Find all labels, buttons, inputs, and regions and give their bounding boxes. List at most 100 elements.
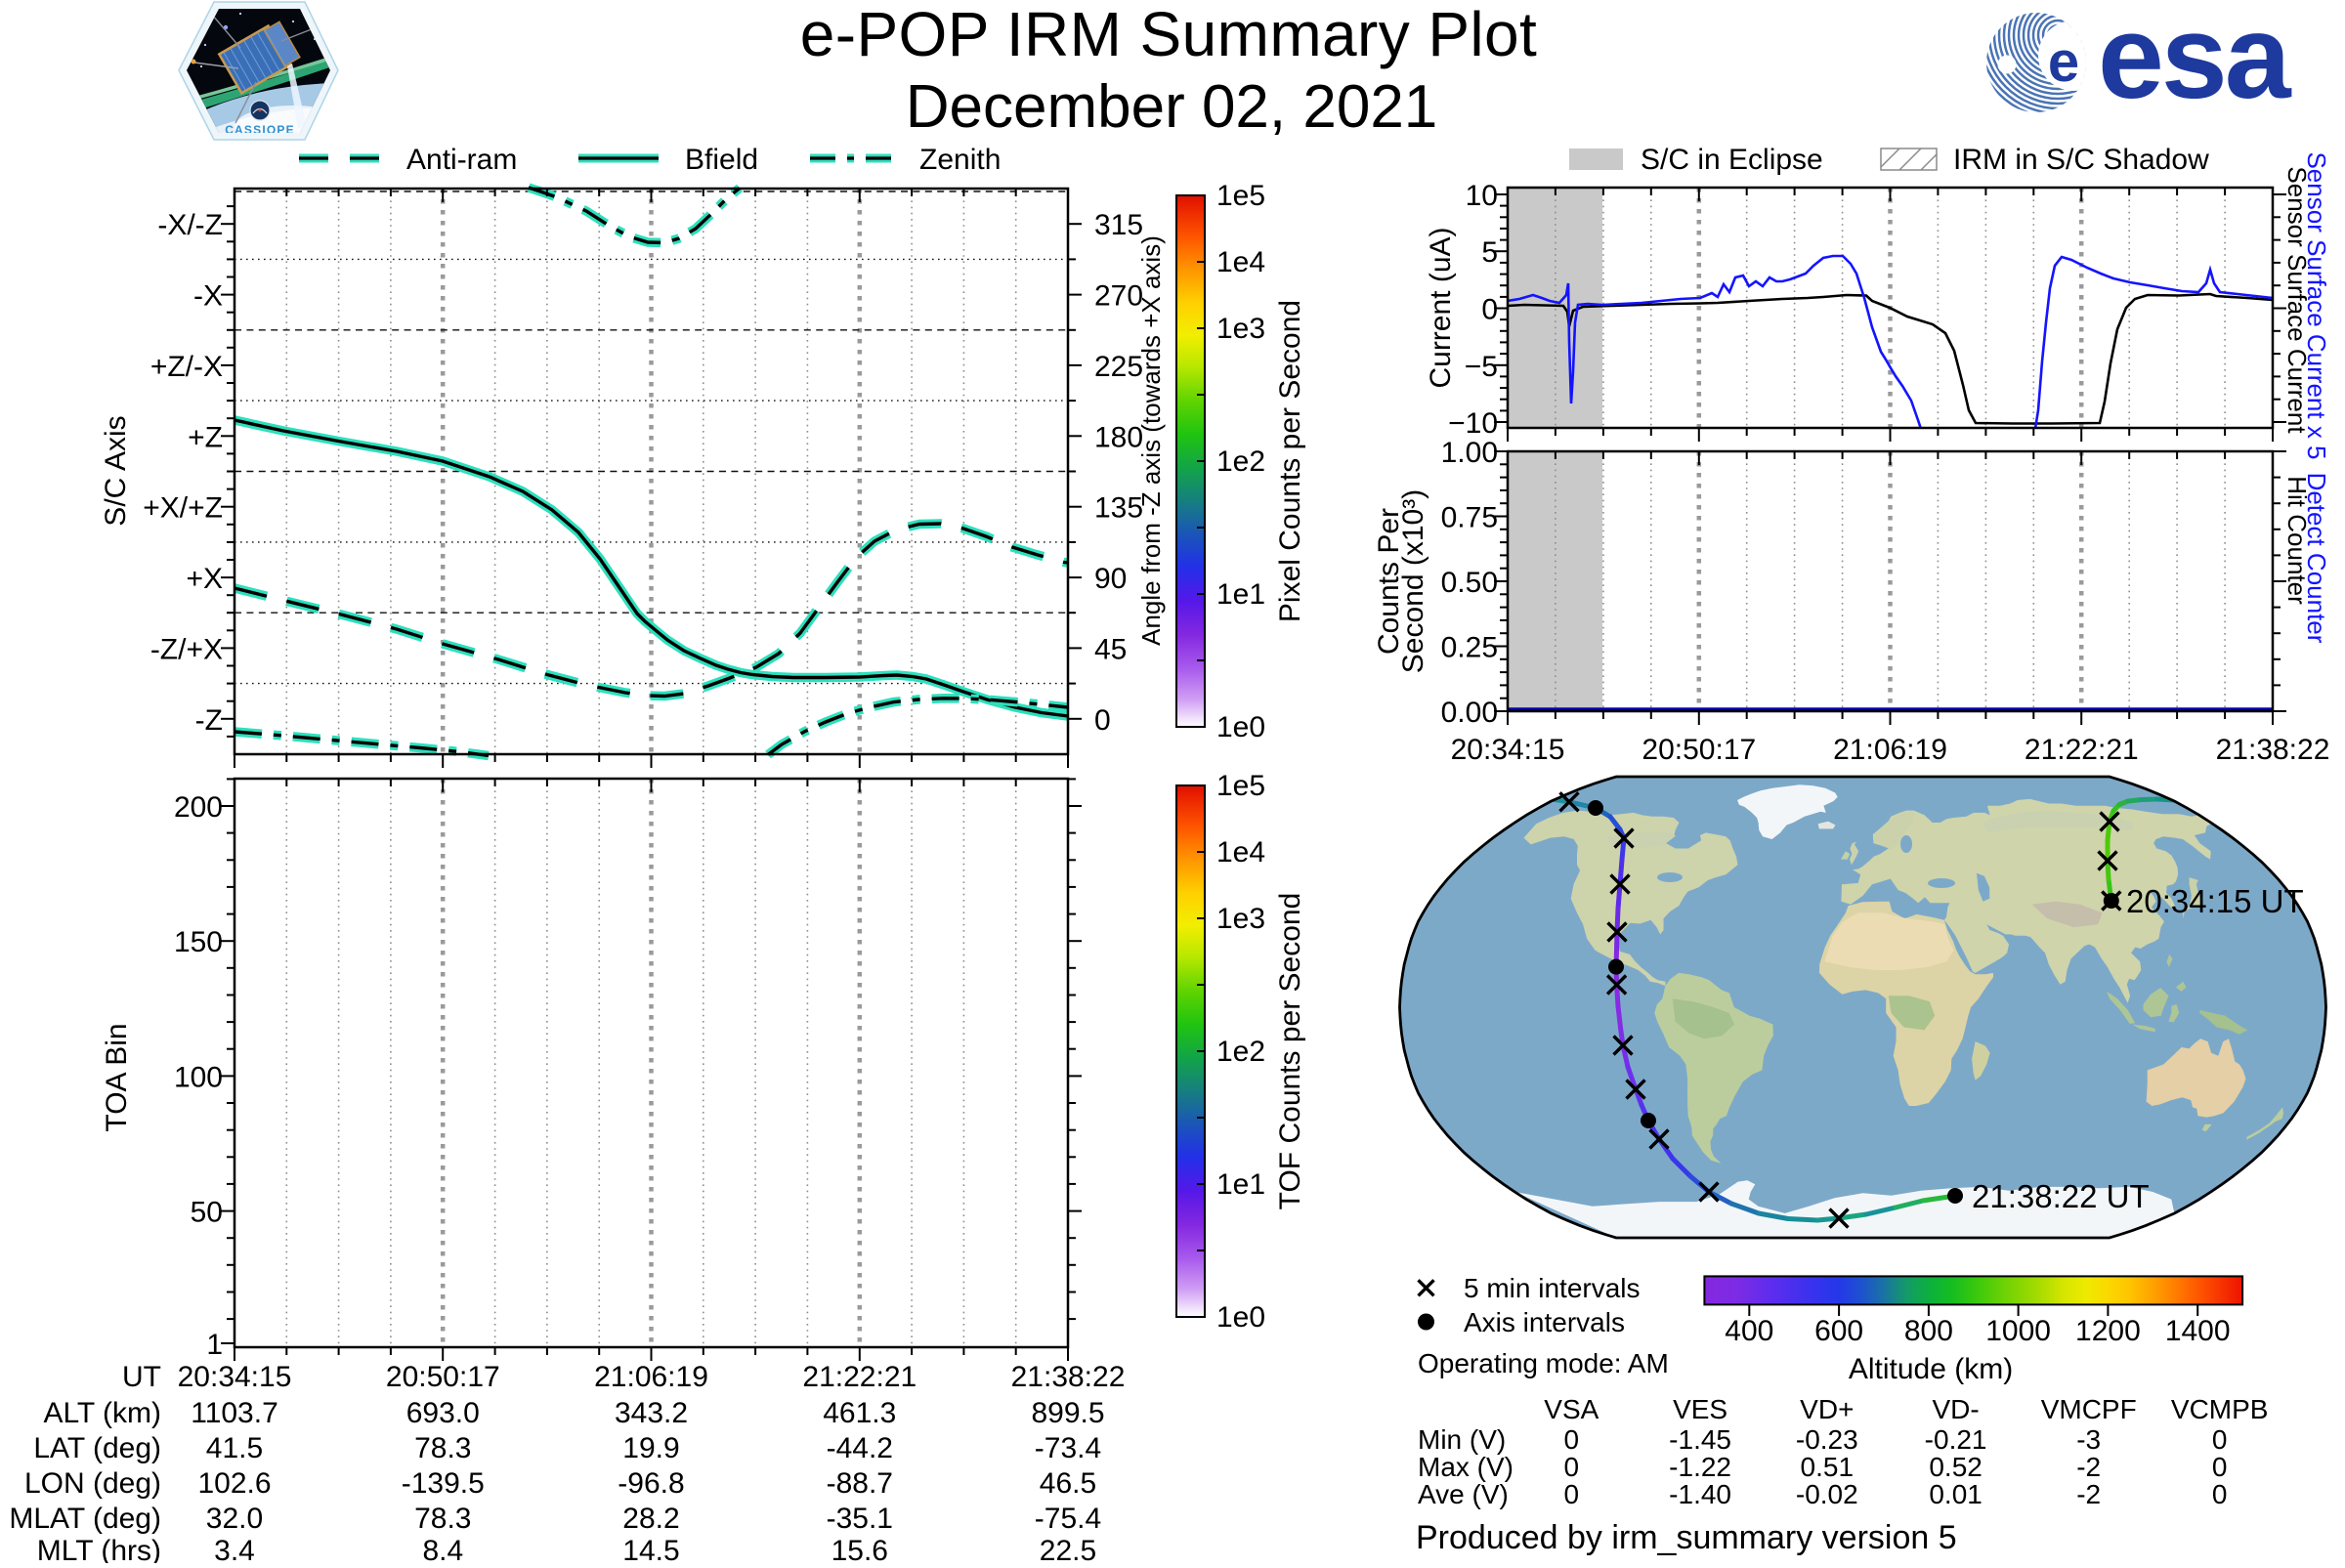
svg-text:0: 0 [1564,1424,1580,1455]
svg-text:-X: -X [193,280,223,313]
svg-text:-139.5: -139.5 [402,1467,485,1500]
svg-text:Hit Counter: Hit Counter [2282,476,2312,605]
svg-text:−10: −10 [1448,407,1498,440]
svg-text:+X/+Z: +X/+Z [143,492,223,525]
svg-text:0.25: 0.25 [1441,632,1498,664]
svg-text:20:34:15 UT: 20:34:15 UT [2126,883,2304,919]
svg-text:1e4: 1e4 [1216,836,1265,869]
svg-text:ALT (km): ALT (km) [43,1397,161,1429]
svg-text:461.3: 461.3 [823,1397,896,1429]
svg-text:Pixel Counts per Second: Pixel Counts per Second [1274,300,1306,622]
svg-text:TOA Bin: TOA Bin [101,1023,133,1131]
svg-text:-44.2: -44.2 [827,1432,893,1464]
svg-text:21:06:19: 21:06:19 [1833,734,1947,766]
svg-text:Produced by irm_summary versio: Produced by irm_summary version 5 [1416,1519,1957,1556]
svg-text:-0.02: -0.02 [1796,1479,1858,1509]
svg-text:MLAT (deg): MLAT (deg) [9,1503,161,1535]
svg-text:45: 45 [1094,633,1127,665]
svg-text:693.0: 693.0 [406,1397,480,1429]
svg-text:1200: 1200 [2075,1315,2141,1347]
svg-text:-2: -2 [2076,1479,2101,1509]
svg-text:20:34:15: 20:34:15 [178,1361,292,1393]
svg-text:21:38:22 UT: 21:38:22 UT [1972,1178,2150,1214]
svg-text:UT: UT [122,1361,161,1393]
svg-text:1e2: 1e2 [1216,1036,1265,1068]
svg-text:0.75: 0.75 [1441,502,1498,534]
svg-text:VD+: VD+ [1800,1394,1854,1424]
svg-text:Operating mode: AM: Operating mode: AM [1418,1348,1669,1378]
svg-text:20:50:17: 20:50:17 [1642,734,1756,766]
svg-text:VCMPB: VCMPB [2171,1394,2269,1424]
svg-text:VES: VES [1673,1394,1727,1424]
svg-text:esa: esa [2098,0,2292,123]
svg-text:1e4: 1e4 [1216,246,1265,278]
svg-text:+Z/-X: +Z/-X [150,351,223,383]
svg-text:0.50: 0.50 [1441,567,1498,599]
svg-text:0: 0 [2212,1424,2228,1455]
svg-text:S/C Axis: S/C Axis [100,415,132,526]
svg-text:+Z: +Z [188,421,223,453]
svg-text:1e5: 1e5 [1216,770,1265,802]
svg-text:Second (x10³): Second (x10³) [1397,489,1429,673]
svg-text:VMCPF: VMCPF [2041,1394,2137,1424]
svg-text:0: 0 [2212,1479,2228,1509]
svg-text:1.00: 1.00 [1441,437,1498,469]
svg-text:1103.7: 1103.7 [191,1397,278,1429]
svg-text:Min (V): Min (V) [1418,1424,1506,1455]
svg-text:102.6: 102.6 [197,1467,271,1500]
svg-text:0: 0 [2212,1452,2228,1482]
svg-text:0: 0 [1481,294,1498,326]
svg-text:1: 1 [206,1329,223,1361]
svg-text:+X: +X [186,563,223,595]
svg-text:0.51: 0.51 [1801,1452,1855,1482]
svg-text:LAT (deg): LAT (deg) [33,1432,161,1464]
svg-text:50: 50 [191,1197,223,1229]
svg-text:0: 0 [1094,704,1111,737]
svg-text:-1.45: -1.45 [1669,1424,1731,1455]
svg-text:Anti-ram: Anti-ram [406,144,517,176]
svg-text:-X/-Z: -X/-Z [157,209,223,241]
svg-text:-35.1: -35.1 [827,1503,893,1535]
svg-text:78.3: 78.3 [414,1432,471,1464]
svg-text:21:22:21: 21:22:21 [802,1361,917,1393]
svg-text:21:22:21: 21:22:21 [2025,734,2139,766]
svg-text:225: 225 [1094,351,1143,383]
svg-text:0: 0 [1564,1479,1580,1509]
svg-text:8.4: 8.4 [422,1535,463,1563]
svg-text:1e0: 1e0 [1216,1301,1265,1334]
svg-text:Axis intervals: Axis intervals [1464,1307,1625,1337]
svg-text:-1.22: -1.22 [1669,1452,1731,1482]
svg-text:e-POP IRM Summary Plot: e-POP IRM Summary Plot [800,0,1537,69]
svg-text:-0.21: -0.21 [1925,1424,1987,1455]
svg-text:1e2: 1e2 [1216,445,1265,478]
svg-text:0.52: 0.52 [1929,1452,1983,1482]
svg-text:1000: 1000 [1985,1315,2051,1347]
svg-text:0: 0 [1564,1452,1580,1482]
svg-text:-75.4: -75.4 [1035,1503,1101,1535]
svg-text:Sensor Surface Current: Sensor Surface Current [2282,166,2312,434]
svg-text:180: 180 [1094,421,1143,453]
svg-text:Sensor Surface Current x 5: Sensor Surface Current x 5 [2302,151,2331,459]
svg-text:e: e [2048,30,2079,94]
svg-text:VD-: VD- [1932,1394,1979,1424]
svg-text:-88.7: -88.7 [827,1467,893,1500]
svg-text:5: 5 [1481,236,1498,269]
svg-text:VSA: VSA [1544,1394,1599,1424]
svg-text:Ave (V): Ave (V) [1418,1479,1509,1509]
svg-text:-2: -2 [2076,1452,2101,1482]
svg-text:Detect Counter: Detect Counter [2302,473,2331,644]
svg-text:28.2: 28.2 [622,1503,679,1535]
svg-text:3.4: 3.4 [214,1535,255,1563]
svg-text:Counts Per: Counts Per [1373,508,1405,655]
svg-text:1e1: 1e1 [1216,1168,1265,1201]
svg-text:800: 800 [1904,1315,1953,1347]
svg-text:December 02, 2021: December 02, 2021 [906,73,1438,141]
svg-text:-96.8: -96.8 [618,1467,684,1500]
svg-text:1e3: 1e3 [1216,313,1265,345]
svg-text:1e1: 1e1 [1216,578,1265,611]
svg-text:1e3: 1e3 [1216,903,1265,935]
svg-text:LON (deg): LON (deg) [24,1467,161,1500]
svg-text:5 min intervals: 5 min intervals [1464,1273,1641,1303]
svg-text:Angle from -Z axis (towards +X: Angle from -Z axis (towards +X axis) [1136,235,1166,646]
svg-text:Current (uA): Current (uA) [1425,227,1457,388]
